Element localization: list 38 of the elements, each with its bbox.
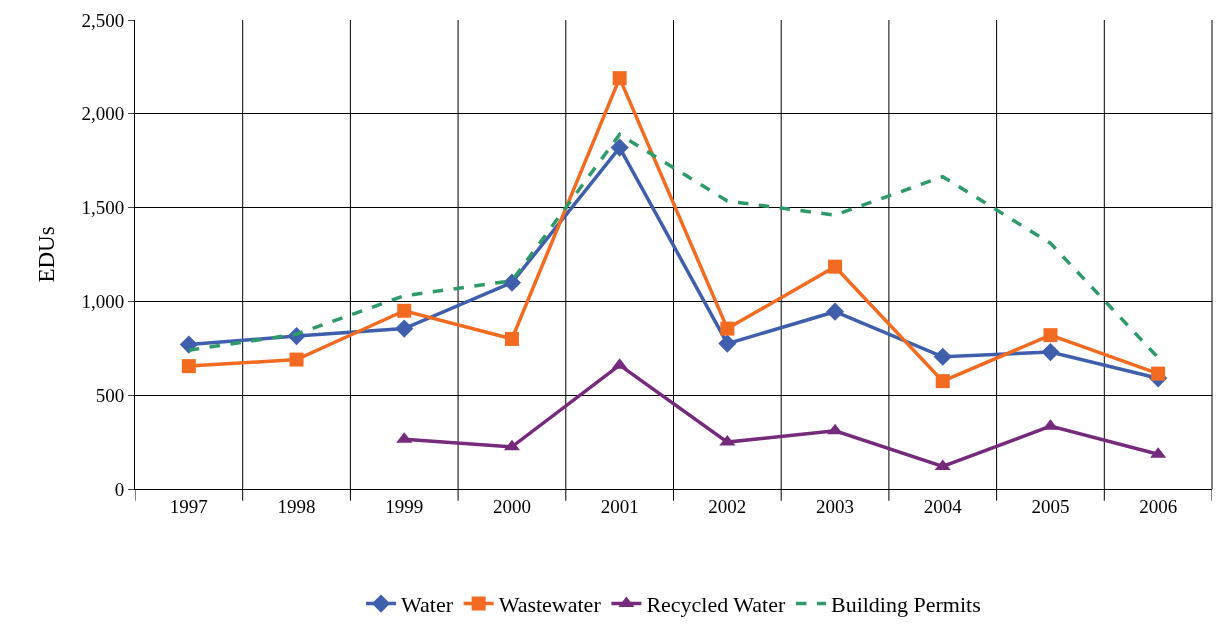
x-tick-label: 2005 [1031, 495, 1070, 517]
point [502, 273, 522, 292]
point [828, 259, 843, 274]
legend-label: Water [401, 592, 454, 618]
point [1041, 342, 1060, 362]
point [933, 347, 952, 366]
point [1151, 366, 1166, 381]
point [612, 71, 627, 86]
x-tick-label: 2002 [708, 495, 747, 517]
x-tick-label: 1997 [169, 495, 208, 517]
legend-label: Wastewater [498, 592, 602, 618]
legend-label: Recycled Water [646, 592, 786, 618]
x-tick-label: 2004 [923, 495, 963, 517]
x-tick-label: 1998 [277, 495, 316, 517]
point [181, 359, 196, 374]
point [289, 352, 304, 367]
point [504, 331, 519, 346]
y-tick-label: 0 [114, 478, 125, 500]
y-axis-title: EDUs [33, 226, 59, 283]
x-tick-label: 2001 [600, 495, 639, 517]
y-tick-label: 500 [95, 384, 125, 406]
point [1043, 328, 1058, 343]
point [720, 321, 735, 336]
y-tick-label: 2,500 [81, 9, 125, 31]
point [395, 319, 414, 338]
point [610, 138, 629, 157]
x-tick-label: 2003 [816, 495, 855, 517]
point [935, 374, 950, 389]
point [397, 303, 412, 318]
x-tick-label: 1999 [385, 495, 424, 517]
x-tick-label: 2000 [492, 495, 531, 517]
y-tick-label: 2,000 [81, 103, 125, 125]
x-tick-label: 2006 [1139, 495, 1178, 517]
point [825, 302, 845, 321]
y-tick-label: 1,500 [81, 197, 125, 219]
legend-label: Building Permits [830, 592, 981, 618]
y-tick-label: 1,000 [81, 291, 125, 313]
point [718, 334, 737, 353]
